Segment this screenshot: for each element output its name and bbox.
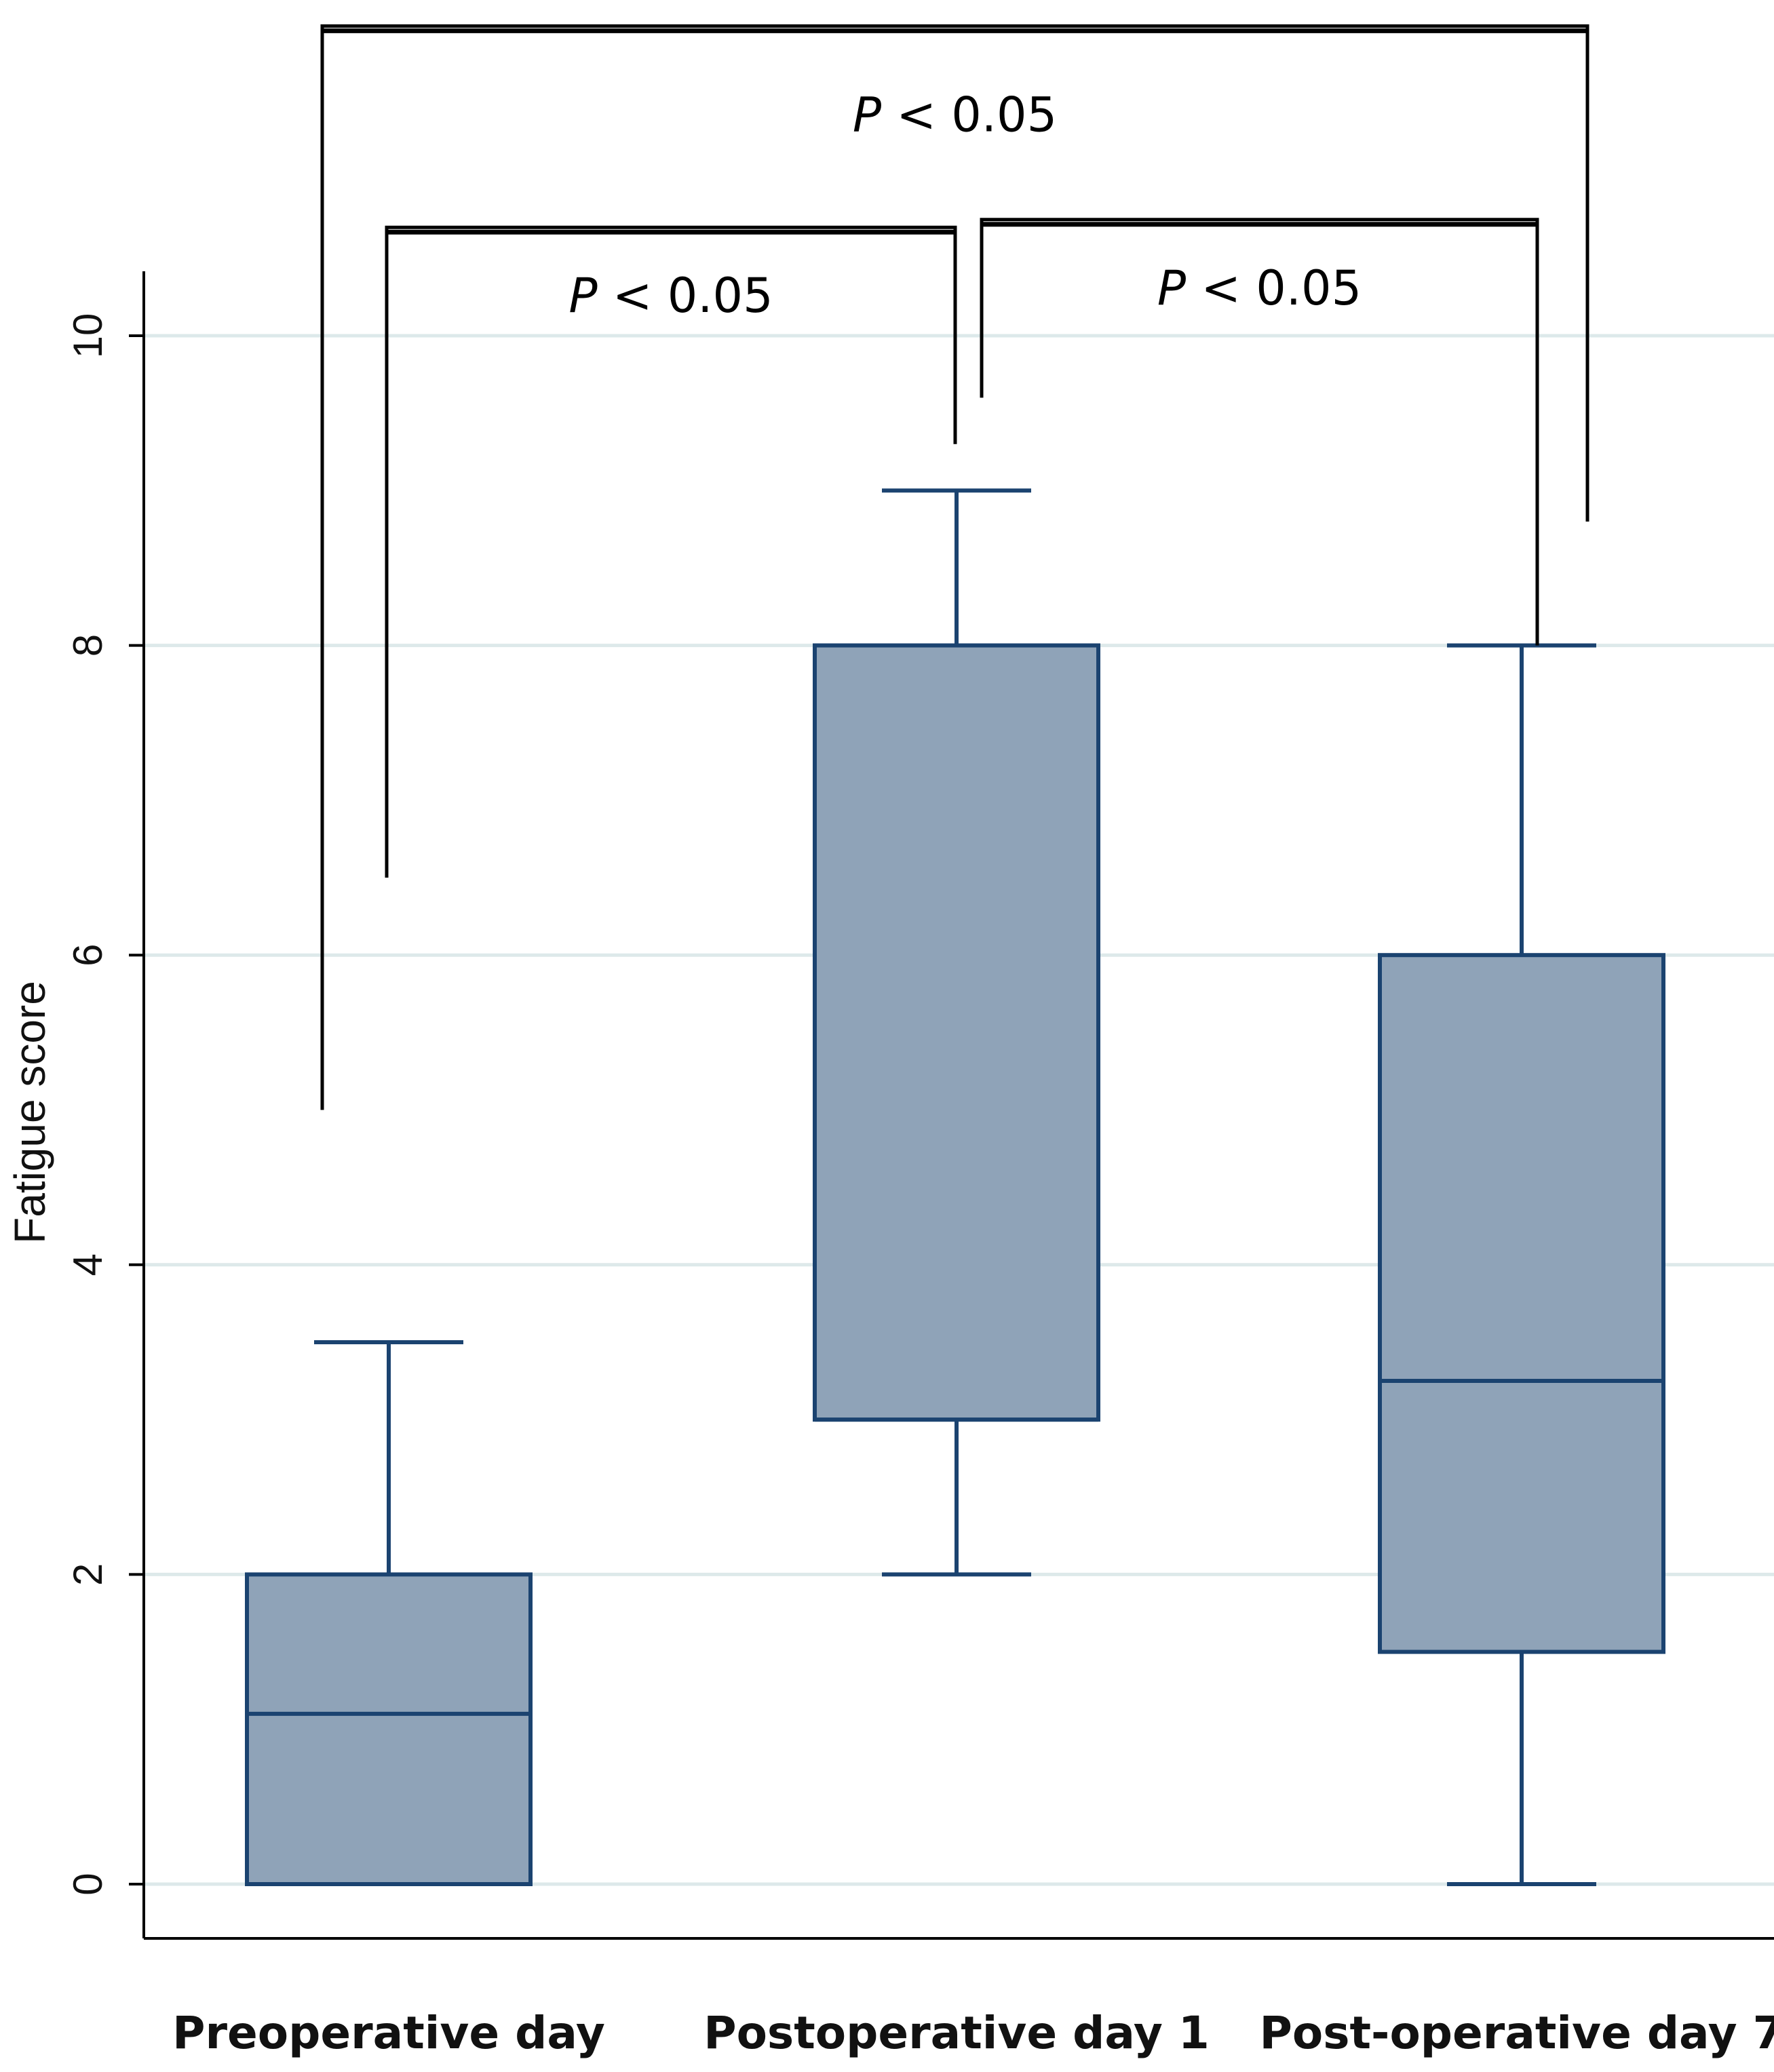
- y-tick-label-6: 6: [65, 944, 111, 966]
- category-label-0: Preoperative day: [172, 2007, 605, 2059]
- y-tick-label-8: 8: [65, 634, 111, 657]
- p-value-text: < 0.05: [1186, 260, 1362, 316]
- y-tick-label-4: 4: [65, 1253, 111, 1276]
- y-tick-label-2: 2: [65, 1563, 111, 1586]
- axes: [129, 271, 1774, 1940]
- category-label-1: Postoperative day 1: [703, 2007, 1210, 2059]
- p-value-label-0: P < 0.05: [853, 87, 1057, 142]
- labels: Fatigue score 0 2 4 6 8 10 Preoperative day Pos…: [5, 313, 1774, 2059]
- box-1: [813, 488, 1100, 1577]
- iqr-box: [245, 1572, 533, 1886]
- y-tick-label-0: 0: [65, 1873, 111, 1895]
- boxes: [245, 488, 1665, 1886]
- y-axis-title: Fatigue score: [5, 981, 54, 1244]
- iqr-box: [1378, 953, 1665, 1654]
- p-value-text: < 0.05: [881, 87, 1057, 142]
- p-value-label-2: P < 0.05: [1157, 260, 1362, 316]
- comparison-bracket-0: [320, 24, 1589, 1110]
- comparison-bracket-1: [385, 225, 957, 878]
- category-label-2: Post-operative day 7: [1260, 2007, 1774, 2059]
- p-value-label-1: P < 0.05: [568, 268, 773, 324]
- iqr-box: [813, 643, 1100, 1422]
- box-0: [245, 1340, 533, 1886]
- p-symbol: P: [568, 268, 598, 324]
- box-2: [1378, 643, 1665, 1886]
- p-symbol: P: [1157, 260, 1187, 316]
- y-tick-label-10: 10: [65, 313, 111, 359]
- comparison-bracket-2: [980, 218, 1539, 646]
- p-symbol: P: [853, 87, 882, 142]
- significance-brackets: P < 0.05P < 0.05 P < 0.05: [320, 24, 1589, 1110]
- p-value-text: < 0.05: [598, 268, 773, 324]
